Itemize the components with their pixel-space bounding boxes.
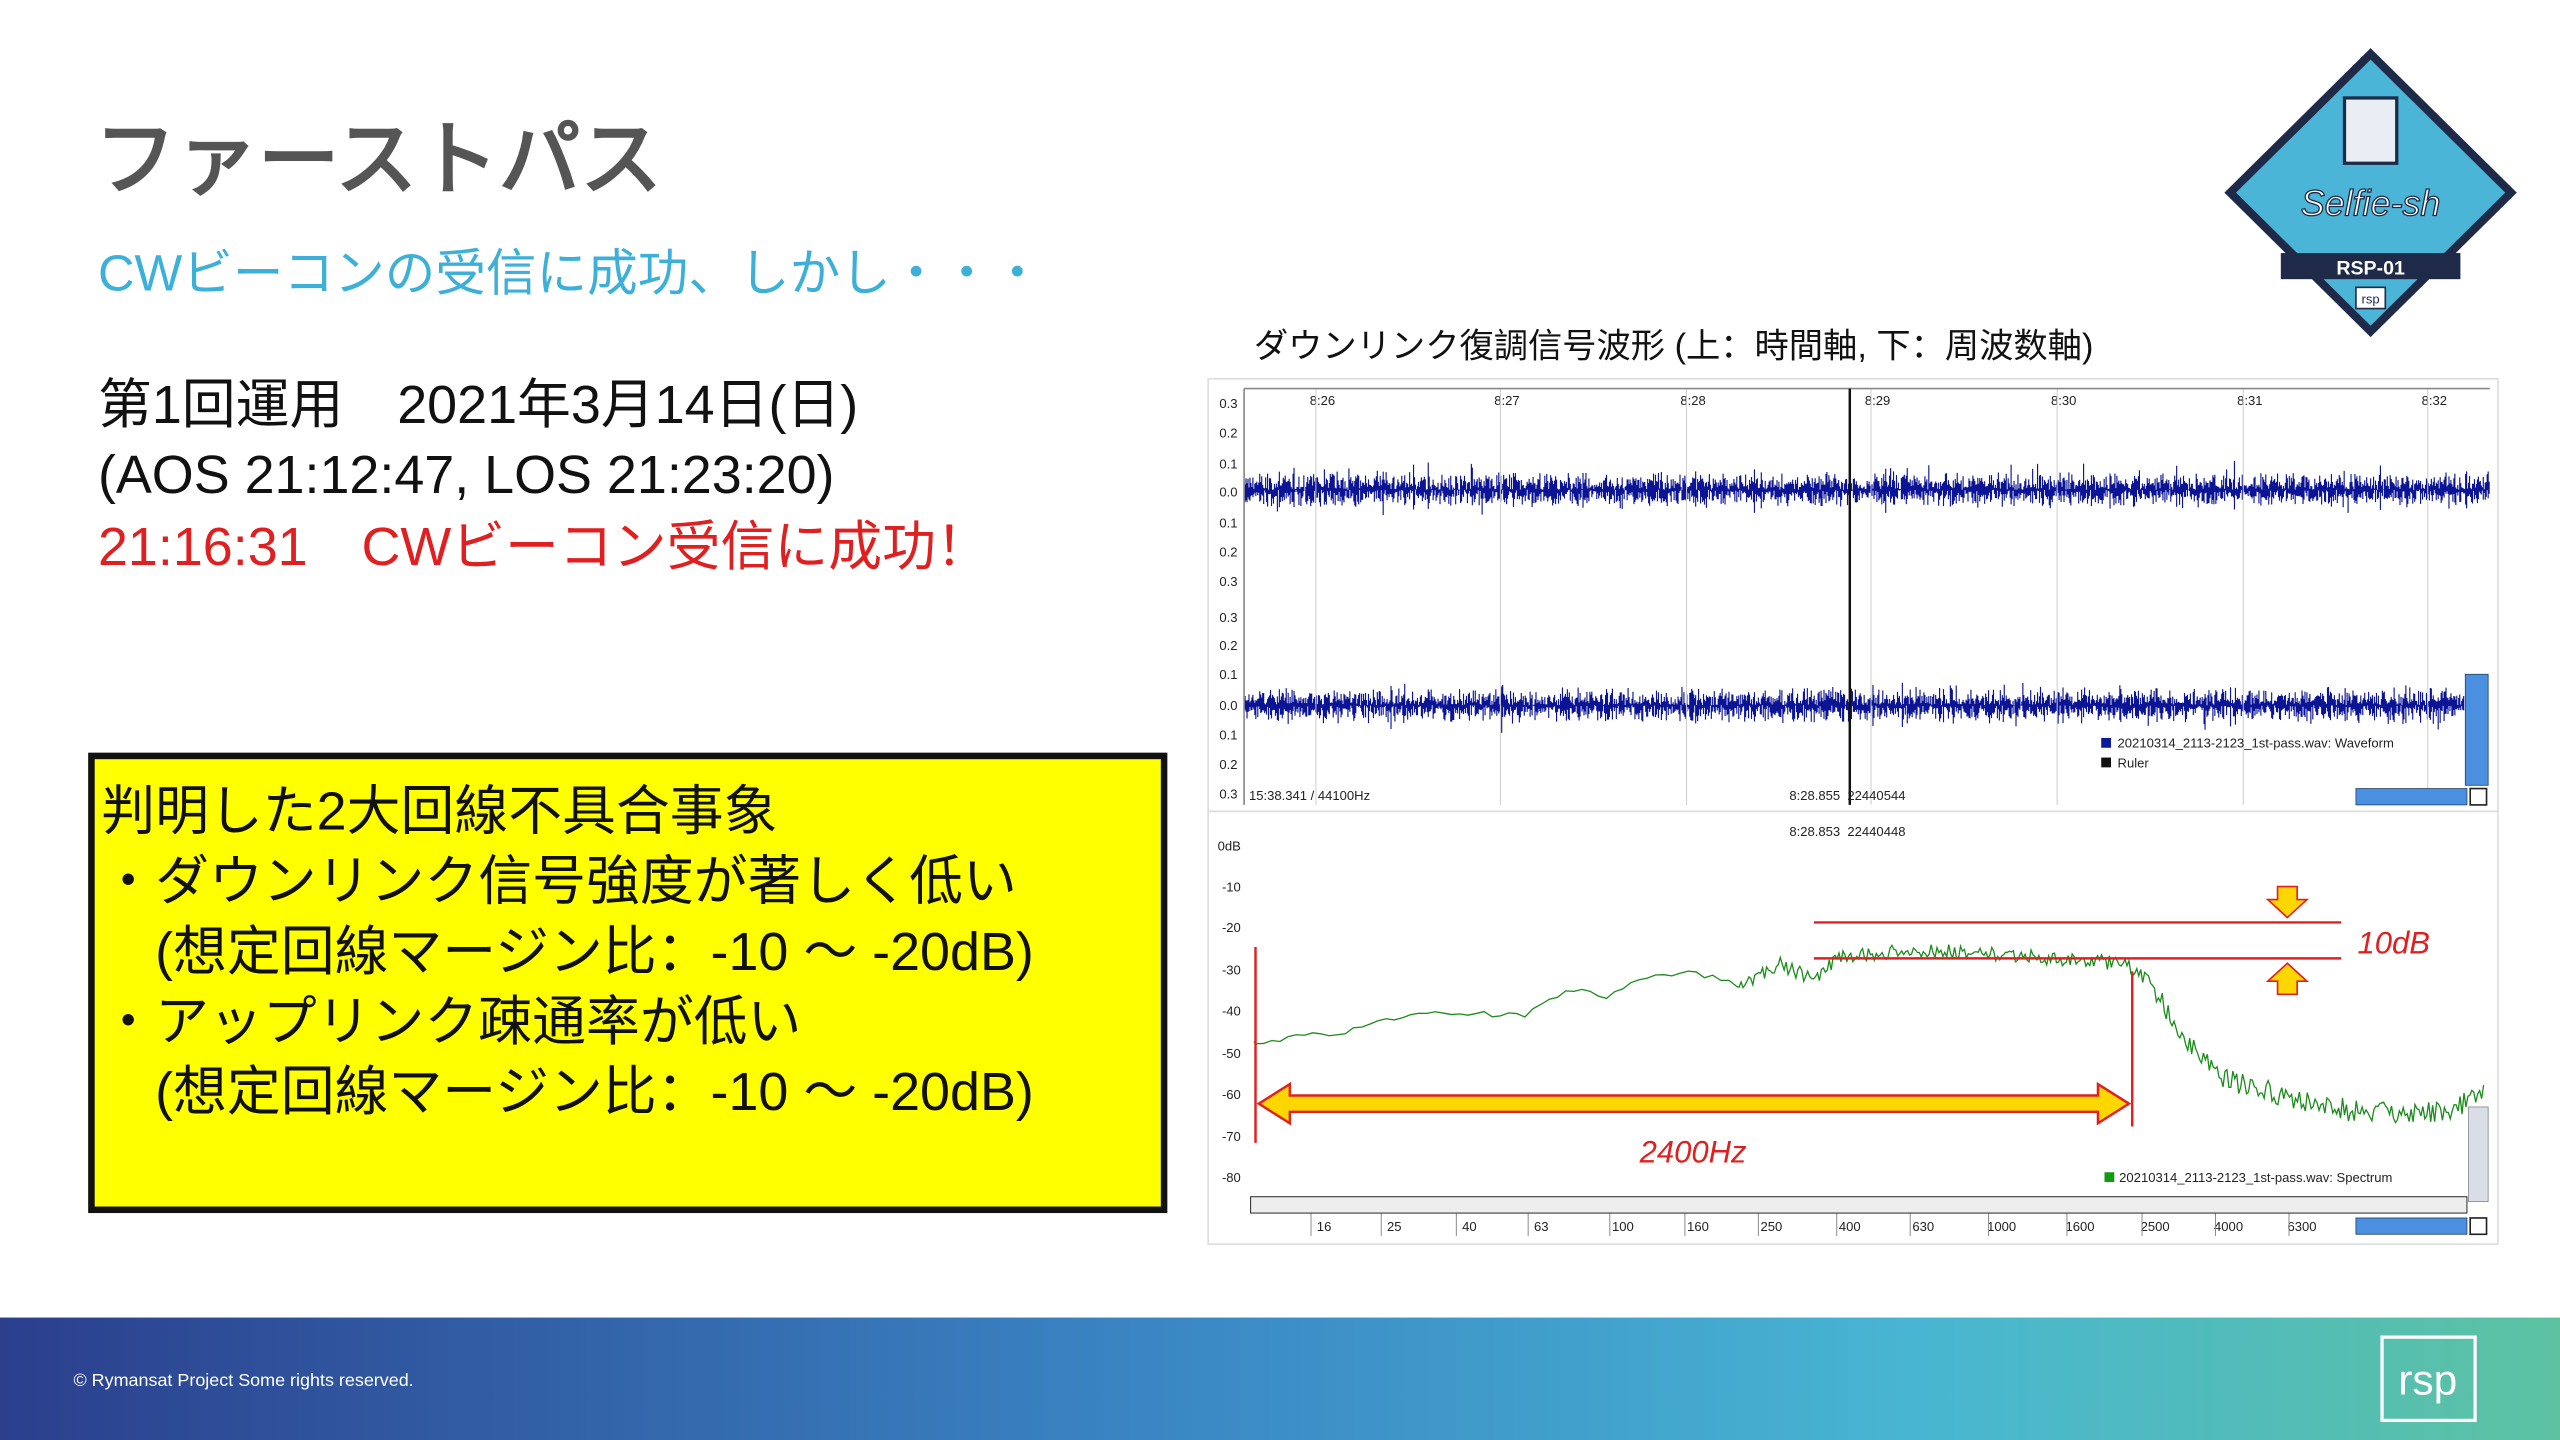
operation-line: 第1回運用 2021年3月14日(日) <box>98 375 858 435</box>
amplitude-label: 0.1 <box>1219 457 1237 472</box>
zoom-button[interactable] <box>2469 787 2488 806</box>
frequency-label: 400 <box>1839 1219 1861 1234</box>
amplitude-label: 0.3 <box>1219 396 1237 411</box>
frequency-label: 160 <box>1687 1219 1709 1234</box>
legend-text: 20210314_2113-2123_1st-pass.wav: Wavefor… <box>2118 736 2394 751</box>
time-label: 8:32 <box>2422 393 2447 408</box>
amplitude-label: 0.3 <box>1219 574 1237 589</box>
findings-item: (想定回線マージン比：-10 ～ -20dB) <box>101 922 1034 982</box>
db-label: 0dB <box>1218 839 1242 854</box>
frequency-label: 1000 <box>1987 1219 2016 1234</box>
spectrum-panel: 6300 4000 2500 1600 1000 630 400 250 160 100 63 40 2… <box>1207 810 2499 1245</box>
amplitude-label: 0.2 <box>1219 426 1237 441</box>
logo-text: Selfie-sh <box>2301 183 2441 224</box>
waveform-panel: 0.3 0.2 0.1 0.0 0.1 0.2 0.3 0.3 0.2 0.1 0.0 0.1 0.2 0… <box>1207 377 2499 813</box>
arrow-down <box>2265 885 2310 919</box>
frequency-label: 63 <box>1534 1219 1549 1234</box>
footer-bar <box>0 1317 2560 1440</box>
time-label: 8:30 <box>2051 393 2076 408</box>
scrollbar[interactable] <box>2355 788 2468 806</box>
legend-swatch <box>2101 737 2112 748</box>
scrollbar[interactable] <box>2468 1106 2489 1203</box>
zoom-button[interactable] <box>2469 1217 2488 1236</box>
legend-swatch <box>2101 757 2112 768</box>
amplitude-label: 0.1 <box>1219 515 1237 530</box>
frequency-label: 4000 <box>2214 1219 2243 1234</box>
subtitle: CWビーコンの受信に成功、しかし・・・ <box>98 245 1043 302</box>
db-label: -80 <box>1222 1170 1241 1185</box>
db-label: -10 <box>1222 879 1241 894</box>
time-label: 8:29 <box>1865 393 1890 408</box>
db-label: -30 <box>1222 963 1241 978</box>
logo-banner <box>2280 253 2461 280</box>
logo-text: rsp <box>2362 292 2380 307</box>
findings-item: ・ダウンリンク信号強度が著しく低い <box>101 852 1017 912</box>
amplitude-label: 0.3 <box>1219 786 1237 801</box>
status-text: 8:28.853 22440448 <box>1789 824 1905 839</box>
operation-line: (AOS 21:12:47, LOS 21:23:20) <box>98 445 835 505</box>
frequency-label: 2500 <box>2141 1219 2170 1234</box>
db-label: -60 <box>1222 1087 1241 1102</box>
amplitude-label: 0.1 <box>1219 728 1237 743</box>
time-label: 8:28 <box>1680 393 1705 408</box>
bandwidth-arrow <box>1256 1081 2132 1126</box>
frequency-label: 6300 <box>2288 1219 2317 1234</box>
time-label: 8:31 <box>2237 393 2262 408</box>
frequency-label: 250 <box>1761 1219 1783 1234</box>
bandwidth-label: 2400Hz <box>1639 1134 1747 1169</box>
margin-label: 10dB <box>2358 925 2430 960</box>
frequency-label: 100 <box>1612 1219 1634 1234</box>
amplitude-label: 0.2 <box>1219 545 1237 560</box>
panel-frame <box>1207 377 2499 813</box>
logo-figure <box>2342 96 2399 165</box>
db-label: -40 <box>1222 1004 1241 1019</box>
status-text: 8:28.855 22440544 <box>1789 788 1905 803</box>
frequency-ruler <box>1250 1196 2468 1214</box>
amplitude-label: 0.1 <box>1219 667 1237 682</box>
panel-frame <box>1207 810 2499 1245</box>
annotations: 10dB 2400Hz <box>1254 885 2430 1169</box>
logo-text: RSP-01 <box>2336 257 2405 279</box>
frequency-label: 630 <box>1912 1219 1934 1234</box>
footer-logo-frame <box>2380 1335 2477 1423</box>
mission-logo: Selfie-sh RSP-01 rsp <box>2224 48 2517 338</box>
operation-line: 21:16:31 CWビーコン受信に成功！ <box>98 517 990 577</box>
db-label: -20 <box>1222 920 1241 935</box>
legend-text: 20210314_2113-2123_1st-pass.wav: Spectru… <box>2119 1170 2392 1185</box>
findings-item: ・アップリンク疎通率が低い <box>101 992 801 1052</box>
frequency-label: 16 <box>1317 1219 1332 1234</box>
legend-text: Ruler <box>2118 755 2150 770</box>
logo-badge <box>2355 286 2387 310</box>
scrollbar[interactable] <box>2355 1217 2468 1235</box>
findings-heading: 判明した2大回線不具合事象 <box>101 781 777 841</box>
db-label: -70 <box>1222 1129 1241 1144</box>
time-label: 8:26 <box>1310 393 1335 408</box>
time-label: 8:27 <box>1494 393 1519 408</box>
findings-item: (想定回線マージン比：-10 ～ -20dB) <box>101 1062 1034 1122</box>
copyright: © Rymansat Project Some rights reserved. <box>73 1370 413 1390</box>
scrollbar[interactable] <box>2464 673 2489 786</box>
amplitude-label: 0.3 <box>1219 610 1237 625</box>
figure-caption: ダウンリンク復調信号波形 (上：時間軸, 下：周波数軸) <box>1254 328 2093 366</box>
frequency-label: 1600 <box>2065 1219 2094 1234</box>
frequency-label: 40 <box>1462 1219 1477 1234</box>
title: ファーストパス <box>95 115 662 206</box>
db-label: -50 <box>1222 1046 1241 1061</box>
amplitude-label: 0.2 <box>1219 638 1237 653</box>
amplitude-label: 0.2 <box>1219 757 1237 772</box>
findings-box <box>88 752 1168 1214</box>
footer-logo: rsp <box>2398 1356 2457 1403</box>
amplitude-label: 0.0 <box>1219 698 1237 713</box>
arrow-up <box>2265 962 2310 996</box>
legend-swatch <box>2104 1172 2115 1183</box>
amplitude-label: 0.0 <box>1219 484 1237 499</box>
frequency-label: 25 <box>1387 1219 1402 1234</box>
status-text: 15:38.341 / 44100Hz <box>1249 788 1370 803</box>
